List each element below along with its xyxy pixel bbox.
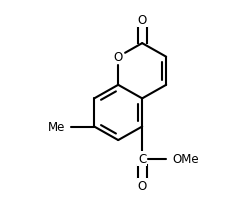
Text: O: O [137,14,146,27]
Text: Me: Me [48,120,65,133]
Text: O: O [113,51,122,64]
Text: OMe: OMe [172,153,198,165]
Text: C: C [138,153,146,165]
Text: O: O [137,180,146,193]
